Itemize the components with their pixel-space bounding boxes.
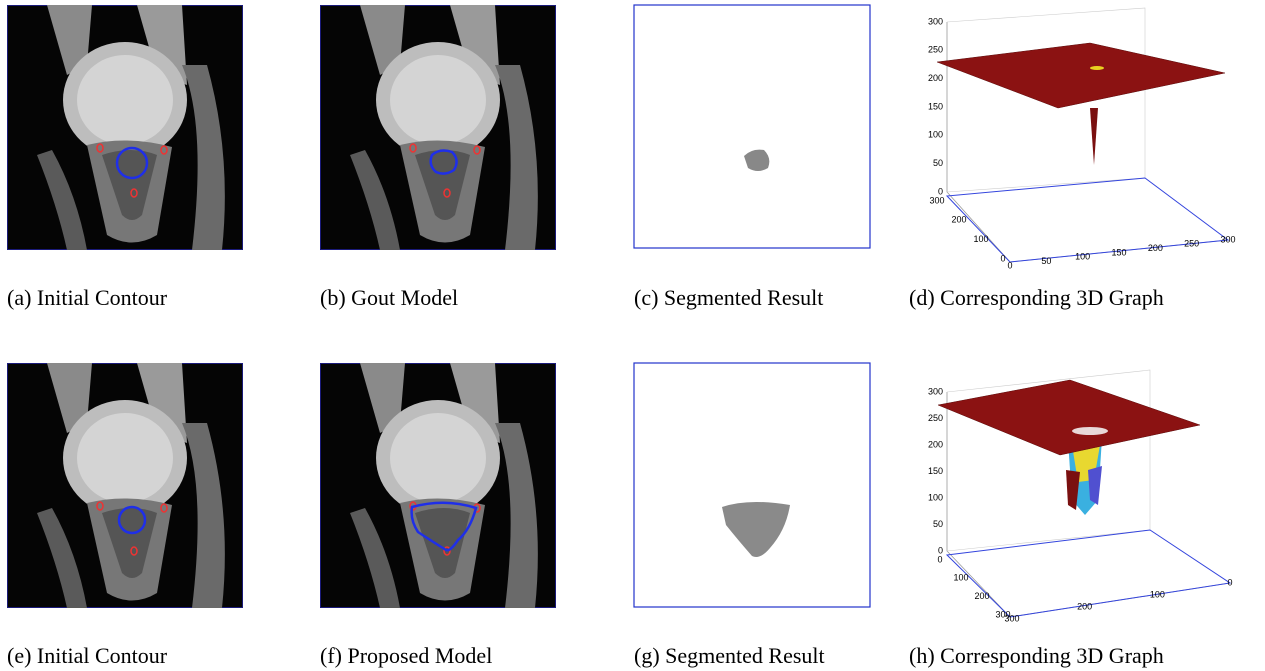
z-tick-label: 250 — [928, 413, 943, 423]
x-tick-label: 200 — [1077, 601, 1092, 611]
figure: (a) Initial Contour (b) Gout Model (c) S… — [0, 0, 1265, 671]
x-tick-label: 100 — [1075, 252, 1090, 262]
y-tick-label: 0 — [1000, 253, 1005, 263]
mri-image — [7, 5, 243, 250]
y-tick-label: 200 — [974, 591, 989, 601]
caption: (h) Corresponding 3D Graph — [909, 643, 1164, 668]
x-tick-label: 50 — [1041, 256, 1051, 266]
caption: (a) Initial Contour — [7, 285, 168, 310]
mri-image — [320, 5, 556, 250]
y-tick-label: 300 — [929, 195, 944, 205]
z-tick-label: 150 — [928, 466, 943, 476]
y-tick-label: 100 — [973, 234, 988, 244]
z-tick-label: 300 — [928, 16, 943, 26]
z-tick-label: 250 — [928, 45, 943, 55]
graph-3d — [938, 370, 1230, 617]
x-tick-label: 200 — [1148, 243, 1163, 253]
segmented-frame — [634, 5, 870, 248]
z-tick-label: 50 — [933, 158, 943, 168]
caption: (c) Segmented Result — [634, 285, 823, 310]
x-tick-label: 300 — [1220, 234, 1235, 244]
z-tick-label: 150 — [928, 101, 943, 111]
z-tick-label: 100 — [928, 130, 943, 140]
z-tick-label: 100 — [928, 492, 943, 502]
z-tick-label: 300 — [928, 386, 943, 396]
x-tick-label: 150 — [1111, 247, 1126, 257]
caption: (d) Corresponding 3D Graph — [909, 285, 1164, 310]
x-tick-label: 300 — [1004, 613, 1019, 623]
graph-3d — [937, 8, 1228, 262]
x-tick-label: 100 — [1150, 589, 1165, 599]
mri-image — [320, 363, 556, 608]
y-tick-label: 200 — [951, 215, 966, 225]
caption: (e) Initial Contour — [7, 643, 168, 668]
mri-image — [7, 363, 243, 608]
x-tick-label: 0 — [1227, 577, 1232, 587]
z-tick-label: 200 — [928, 439, 943, 449]
x-tick-label: 0 — [1007, 260, 1012, 270]
y-tick-label: 100 — [953, 573, 968, 583]
z-tick-label: 50 — [933, 519, 943, 529]
caption: (b) Gout Model — [320, 285, 458, 310]
x-tick-label: 250 — [1184, 239, 1199, 249]
caption: (f) Proposed Model — [320, 643, 492, 668]
caption: (g) Segmented Result — [634, 643, 825, 668]
y-tick-label: 0 — [937, 554, 942, 564]
z-tick-label: 200 — [928, 73, 943, 83]
segmented-frame — [634, 363, 870, 607]
